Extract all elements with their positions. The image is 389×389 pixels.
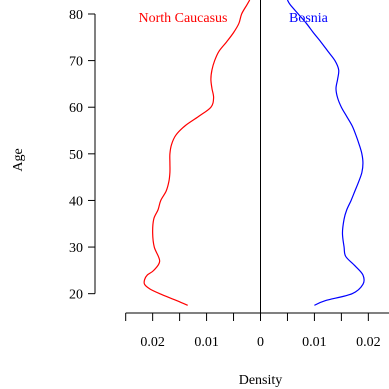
density-curves — [143, 0, 365, 306]
north-caucasus-density-line — [143, 0, 251, 306]
y-axis: 20 30 40 50 60 70 80 — [69, 8, 96, 303]
x-tick-label: 0.02 — [356, 335, 381, 350]
y-tick-label: 70 — [69, 55, 83, 70]
bosnia-density-line — [286, 0, 365, 306]
y-tick-label: 40 — [69, 194, 83, 209]
y-tick-label: 80 — [69, 8, 83, 23]
bosnia-label: Bosnia — [289, 11, 329, 26]
north-caucasus-label: North Caucasus — [138, 11, 227, 26]
y-axis-title: Age — [11, 148, 26, 171]
y-tick-label: 30 — [69, 241, 83, 256]
y-tick-label: 50 — [69, 148, 83, 163]
x-tick-label: 0.02 — [140, 335, 165, 350]
x-tick-label: 0 — [257, 335, 264, 350]
series-labels: North Caucasus Bosnia — [138, 11, 328, 26]
x-tick-label: 0.01 — [302, 335, 327, 350]
y-tick-label: 20 — [69, 288, 83, 303]
x-axis: 0.02 0.01 0 0.01 0.02 — [125, 312, 389, 350]
x-axis-title: Density — [239, 373, 283, 388]
y-tick-label: 60 — [69, 101, 83, 116]
x-tick-label: 0.01 — [194, 335, 219, 350]
